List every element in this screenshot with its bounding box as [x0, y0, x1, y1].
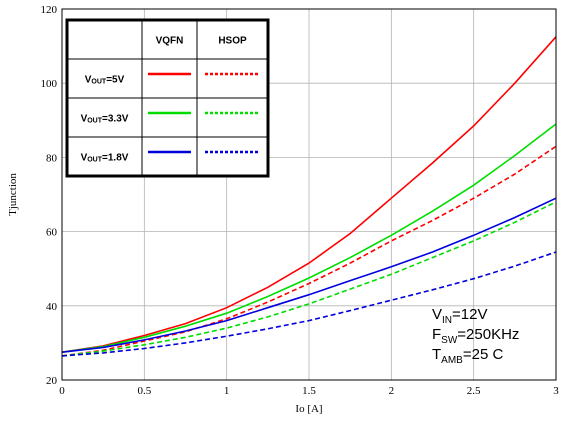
legend: VQFN HSOP VOUT=5V VOUT=3.3V VOUT=1.8V [65, 18, 270, 178]
x-tick-label: 0.5 [137, 385, 151, 397]
annotation-line: VIN=12V [432, 306, 487, 326]
legend-row-label: VOUT=1.8V [81, 153, 129, 164]
y-tick-label: 60 [46, 227, 58, 239]
x-tick-label: 2.5 [467, 385, 481, 397]
y-tick-label: 40 [46, 301, 58, 313]
plot-frame [61, 8, 557, 381]
series-line-hsop-5v [61, 145, 557, 357]
legend-header-hsop: HSOP [218, 36, 247, 47]
x-tick-label: 1 [224, 385, 230, 397]
series-line-vqfn-1p8v [61, 197, 557, 353]
y-axis-label: Tjunction [7, 173, 19, 216]
y-tick-label: 20 [46, 375, 58, 387]
x-tick-label: 2 [389, 385, 395, 397]
legend-row-label: VOUT=5V [85, 75, 125, 86]
x-axis-label: Io [A] [295, 403, 322, 415]
series-line-vqfn-3p3v [61, 123, 557, 353]
axes: 0 0.5 1 1.5 2 2.5 3 20 40 60 80 100 120 Io [A] Tjuncti… [7, 4, 559, 415]
x-tick-label: 1.5 [302, 385, 316, 397]
annotation-line: FSW=250KHz [432, 326, 519, 346]
legend-header-vqfn: VQFN [156, 36, 184, 47]
legend-row-label: VOUT=3.3V [81, 114, 129, 125]
series-line-vqfn-5v [61, 36, 557, 353]
y-tick-label: 80 [46, 152, 58, 164]
x-tick-label: 0 [59, 385, 65, 397]
x-tick-label: 3 [553, 385, 559, 397]
annotation-line: TAMB=25 C [432, 346, 503, 366]
series-line-hsop-3p3v [61, 201, 557, 357]
series-layer [61, 36, 557, 357]
y-tick-label: 100 [41, 78, 58, 90]
y-tick-label: 120 [41, 4, 58, 16]
series-line-hsop-1p8v [61, 251, 557, 357]
